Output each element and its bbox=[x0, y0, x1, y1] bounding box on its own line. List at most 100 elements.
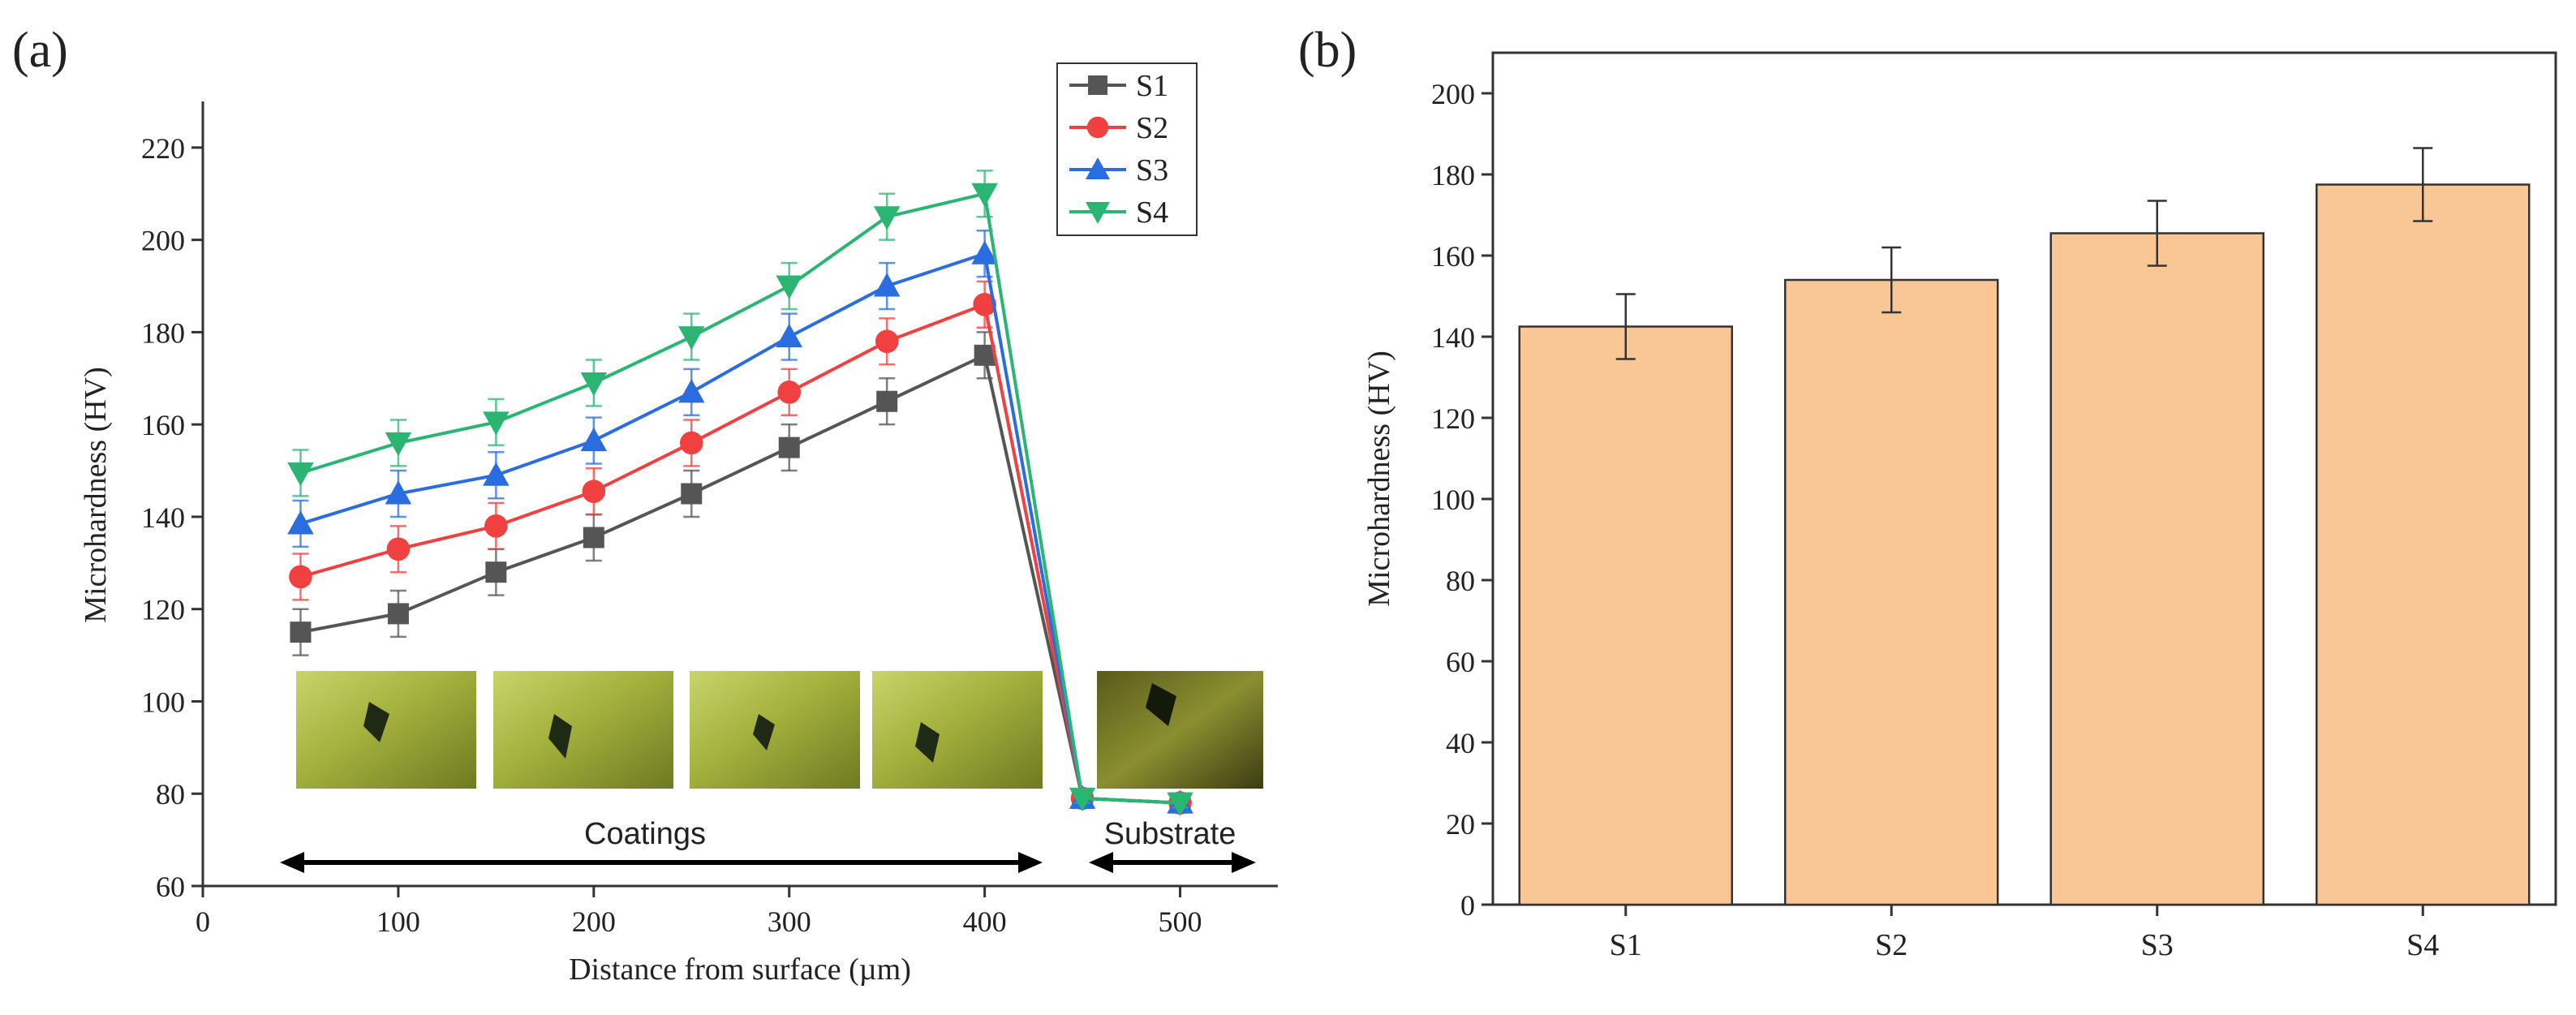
y-tick-label-b: 140 bbox=[1431, 321, 1475, 354]
y-tick-label-b: 180 bbox=[1431, 159, 1475, 191]
data-point bbox=[387, 603, 409, 625]
data-point bbox=[385, 432, 412, 457]
bar-s4 bbox=[2316, 183, 2531, 906]
y-tick-label-a: 120 bbox=[141, 594, 185, 626]
series-s3 bbox=[287, 230, 1193, 814]
series-line bbox=[299, 302, 1180, 805]
data-point bbox=[485, 561, 507, 583]
x-tick-label-b: S2 bbox=[1875, 928, 1907, 962]
legend-label: S2 bbox=[1136, 111, 1168, 145]
line-chart-panel-a: 60 80 100 120 140 160 180 200 220 0 100 200 300 400 5… bbox=[79, 62, 1278, 987]
data-point bbox=[681, 483, 703, 505]
data-point bbox=[583, 527, 604, 548]
micrograph-image bbox=[1097, 671, 1263, 789]
panel-label-b: (b) bbox=[1298, 23, 1357, 78]
micrograph-image bbox=[872, 671, 1043, 789]
series-s4 bbox=[287, 170, 1193, 816]
data-point bbox=[1167, 792, 1193, 816]
x-tick-label-b: S4 bbox=[2406, 928, 2439, 962]
legend-label: S4 bbox=[1136, 196, 1168, 230]
data-point bbox=[873, 206, 901, 230]
y-tick-label-a: 100 bbox=[141, 686, 185, 718]
data-point bbox=[580, 372, 608, 397]
y-tick-label-b: 160 bbox=[1431, 240, 1475, 273]
legend-label: S1 bbox=[1136, 69, 1168, 103]
x-tick-label-a: 400 bbox=[963, 905, 1007, 938]
y-tick-label-b: 200 bbox=[1431, 78, 1475, 110]
y-tick-label-a: 220 bbox=[141, 132, 185, 165]
bar-chart-panel-b: 0 20 40 60 80 100 120 140 160 180 200 S1 S2 S3 S4 Mic… bbox=[1362, 51, 2557, 962]
micrograph-insets bbox=[296, 671, 1263, 789]
substrate-arrow bbox=[1089, 852, 1256, 873]
bar-s1 bbox=[1518, 325, 1733, 906]
micrograph-image bbox=[296, 671, 476, 789]
bar-s2 bbox=[1784, 278, 1999, 906]
y-tick-label-a: 140 bbox=[141, 501, 185, 534]
data-point bbox=[971, 240, 998, 265]
y-tick-label-a: 180 bbox=[141, 316, 185, 349]
x-tick-label-a: 200 bbox=[572, 905, 616, 938]
y-tick-label-b: 120 bbox=[1431, 402, 1475, 435]
data-point bbox=[582, 480, 606, 503]
data-point bbox=[484, 514, 508, 538]
y-tick-label-b: 60 bbox=[1446, 646, 1475, 678]
data-point bbox=[385, 480, 412, 505]
data-point bbox=[483, 411, 510, 436]
data-point bbox=[776, 275, 802, 299]
y-axis-title-a: Microhardness (HV) bbox=[79, 367, 113, 623]
legend-box bbox=[1056, 62, 1198, 236]
data-point bbox=[483, 462, 510, 486]
legend-marker bbox=[1086, 157, 1110, 179]
data-point bbox=[776, 323, 802, 348]
legend-marker bbox=[1086, 202, 1110, 224]
y-tick-label-b: 0 bbox=[1460, 889, 1475, 922]
coatings-arrow bbox=[280, 852, 1043, 873]
x-axis-title-a: Distance from surface (µm) bbox=[569, 953, 911, 987]
data-point bbox=[580, 427, 608, 452]
data-point bbox=[873, 273, 901, 297]
x-tick-label-b: S3 bbox=[2141, 928, 2174, 962]
data-point bbox=[875, 329, 899, 354]
data-point bbox=[678, 326, 705, 351]
series-line bbox=[300, 352, 1180, 805]
x-tick-label-a: 100 bbox=[376, 905, 420, 938]
legend-marker bbox=[1088, 75, 1107, 95]
x-tick-label-a: 0 bbox=[196, 905, 210, 938]
data-point bbox=[777, 381, 802, 404]
data-point bbox=[778, 437, 800, 458]
y-tick-label-b: 40 bbox=[1446, 727, 1475, 759]
x-tick-label-b: S1 bbox=[1610, 928, 1642, 962]
micrograph-image bbox=[493, 671, 673, 789]
y-tick-label-b: 80 bbox=[1446, 565, 1475, 597]
data-point bbox=[973, 292, 996, 316]
y-tick-label-a: 80 bbox=[156, 778, 185, 811]
legend-label: S3 bbox=[1136, 153, 1168, 187]
y-tick-label-a: 200 bbox=[141, 225, 185, 257]
coatings-label: Coatings bbox=[584, 817, 706, 851]
substrate-label: Substrate bbox=[1104, 817, 1236, 851]
micrograph-image bbox=[690, 671, 860, 789]
y-tick-label-b: 100 bbox=[1431, 484, 1475, 516]
data-point bbox=[386, 537, 411, 561]
data-point bbox=[289, 565, 312, 589]
x-tick-label-a: 300 bbox=[768, 905, 811, 938]
legend: S1 S2 S3 S4 bbox=[1056, 62, 1198, 236]
legend-marker bbox=[1086, 116, 1109, 139]
series-line bbox=[299, 191, 1180, 805]
y-tick-label-a: 160 bbox=[141, 409, 185, 441]
data-point bbox=[290, 621, 312, 643]
bar-s3 bbox=[2049, 232, 2264, 906]
y-axis-title-b: Microhardness (HV) bbox=[1362, 351, 1396, 607]
y-tick-label-a: 60 bbox=[156, 871, 185, 903]
data-point bbox=[876, 390, 898, 412]
y-tick-label-b: 20 bbox=[1446, 808, 1475, 841]
data-point bbox=[287, 462, 314, 487]
panel-label-a: (a) bbox=[12, 23, 68, 78]
data-point bbox=[287, 510, 314, 535]
data-point bbox=[679, 431, 703, 455]
data-point bbox=[1069, 787, 1096, 812]
data-point bbox=[678, 379, 705, 403]
plot-frame-b bbox=[1491, 51, 2557, 906]
data-point bbox=[971, 183, 998, 208]
